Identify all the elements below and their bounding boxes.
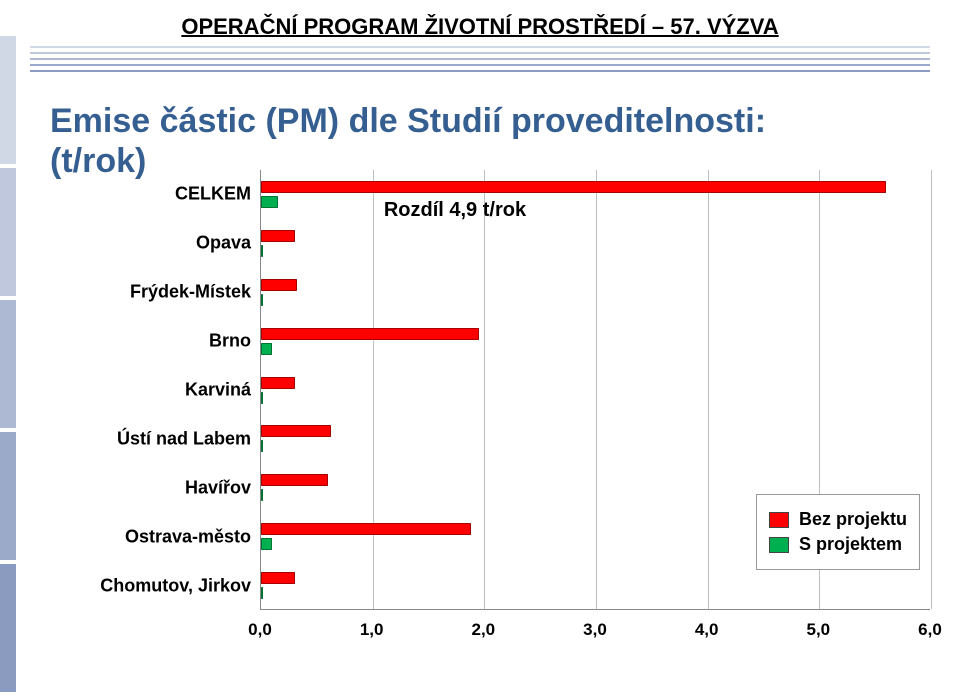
category-label: Brno	[61, 331, 251, 352]
legend-swatch-red	[769, 512, 789, 528]
category-label: Ústí nad Labem	[61, 428, 251, 449]
legend-item-bez-projektu: Bez projektu	[769, 509, 907, 530]
bar-s_projektem	[261, 196, 278, 208]
bar-s_projektem	[261, 587, 263, 599]
category-label: Havířov	[61, 477, 251, 498]
gridline	[373, 170, 374, 609]
x-tick-label: 4,0	[695, 620, 719, 640]
legend-label-s-projektem: S projektem	[799, 534, 902, 555]
gridline	[484, 170, 485, 609]
x-tick-label: 3,0	[583, 620, 607, 640]
page-header-title: OPERAČNÍ PROGRAM ŽIVOTNÍ PROSTŘEDÍ – 57.…	[30, 14, 930, 40]
side-accent-stripes	[0, 36, 16, 696]
bar-s_projektem	[261, 294, 263, 306]
category-label: Karviná	[61, 380, 251, 401]
bar-s_projektem	[261, 343, 272, 355]
bar-s_projektem	[261, 245, 263, 257]
header-underline-stripes	[30, 46, 930, 76]
category-label: Chomutov, Jirkov	[61, 575, 251, 596]
bar-s_projektem	[261, 538, 272, 550]
legend: Bez projektu S projektem	[756, 494, 920, 570]
gridline	[596, 170, 597, 609]
bar-bez_projektu	[261, 377, 295, 389]
bar-bez_projektu	[261, 328, 479, 340]
bar-s_projektem	[261, 392, 263, 404]
bar-bez_projektu	[261, 230, 295, 242]
bar-bez_projektu	[261, 523, 471, 535]
legend-label-bez-projektu: Bez projektu	[799, 509, 907, 530]
x-tick-label: 1,0	[360, 620, 384, 640]
legend-item-s-projektem: S projektem	[769, 534, 907, 555]
x-tick-label: 5,0	[807, 620, 831, 640]
category-label: CELKEM	[61, 184, 251, 205]
bar-bez_projektu	[261, 474, 328, 486]
bar-bez_projektu	[261, 279, 297, 291]
bar-bez_projektu	[261, 425, 331, 437]
bar-bez_projektu	[261, 572, 295, 584]
x-tick-label: 0,0	[248, 620, 272, 640]
chart-annotation: Rozdíl 4,9 t/rok	[384, 199, 526, 222]
chart-title-line1: Emise částic (PM) dle Studií provediteln…	[50, 102, 766, 141]
bar-chart: CELKEMOpavaFrýdek-MístekBrnoKarvináÚstí …	[260, 170, 930, 650]
chart-title-line2: (t/rok)	[50, 142, 146, 181]
x-tick-label: 2,0	[472, 620, 496, 640]
category-label: Frýdek-Místek	[61, 282, 251, 303]
bar-bez_projektu	[261, 181, 886, 193]
bar-s_projektem	[261, 440, 263, 452]
category-label: Ostrava-město	[61, 526, 251, 547]
gridline	[931, 170, 932, 609]
category-label: Opava	[61, 233, 251, 254]
x-tick-label: 6,0	[918, 620, 942, 640]
gridline	[708, 170, 709, 609]
legend-swatch-green	[769, 537, 789, 553]
bar-s_projektem	[261, 489, 263, 501]
